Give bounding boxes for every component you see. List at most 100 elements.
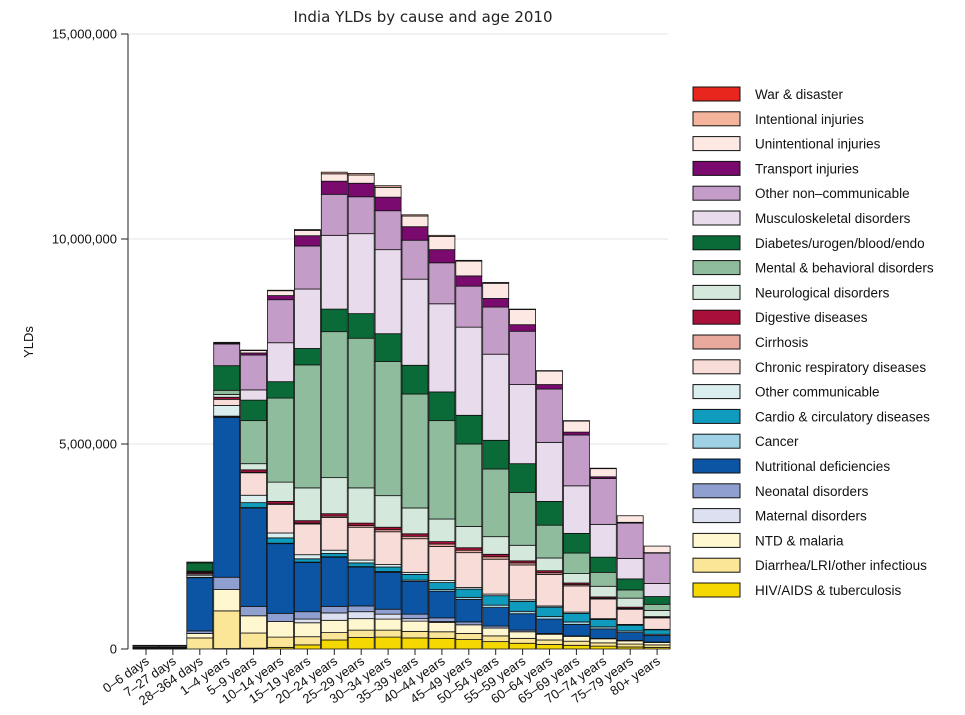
bar-segment xyxy=(374,186,402,198)
bar-segment xyxy=(428,631,456,639)
bar-segment xyxy=(643,603,671,611)
bar-segment xyxy=(563,644,590,650)
bar-segment xyxy=(374,531,402,565)
bar-segment xyxy=(509,613,537,631)
bar-segment xyxy=(267,503,294,534)
bar-segment xyxy=(482,282,510,284)
bar-segment xyxy=(293,229,321,237)
bar-segment xyxy=(293,235,321,247)
bar-segment xyxy=(293,644,321,650)
legend-label: HIV/AIDS & tuberculosis xyxy=(755,583,902,598)
legend-label: Cardio & circulatory diseases xyxy=(755,409,930,424)
bar-segment xyxy=(482,558,510,595)
bar-segment xyxy=(428,303,456,393)
bar-segment xyxy=(267,612,294,622)
legend-swatch xyxy=(692,309,741,325)
bar-segment xyxy=(509,491,537,546)
legend-label: Transport injuries xyxy=(755,161,859,176)
legend-label: Unintentional injuries xyxy=(755,137,881,152)
bar-segment xyxy=(320,173,348,182)
legend-label: Intentional injuries xyxy=(755,112,864,127)
bar-segment xyxy=(347,487,375,524)
bar-segment xyxy=(482,536,510,555)
bar-segment xyxy=(455,624,483,634)
bar-segment xyxy=(428,236,456,251)
bar-segment xyxy=(482,282,510,299)
bar-segment xyxy=(347,611,375,620)
bar-segment xyxy=(293,611,321,620)
bar-segment xyxy=(267,299,294,344)
bar-segment xyxy=(482,607,510,627)
bar-segment xyxy=(536,388,563,443)
bar-segment xyxy=(563,485,590,534)
legend-swatch xyxy=(692,557,741,573)
bar-segment xyxy=(240,605,268,617)
bar-segment xyxy=(643,545,671,554)
bar-segment xyxy=(563,640,590,646)
bar-segment xyxy=(240,463,268,471)
bar-segment xyxy=(401,637,429,650)
bar-segment xyxy=(643,617,671,630)
bar-segment xyxy=(455,275,483,287)
bar-segment xyxy=(347,562,375,567)
bar-segment xyxy=(240,420,268,465)
bar-segment xyxy=(267,295,294,301)
bar-segment xyxy=(347,566,375,607)
bar-segment xyxy=(347,526,375,561)
bar-segment xyxy=(455,259,483,262)
bar-segment xyxy=(482,595,510,606)
legend-swatch xyxy=(692,136,741,152)
bar-segment xyxy=(401,630,429,639)
legend-swatch xyxy=(692,185,741,201)
bar-segment xyxy=(374,210,402,251)
bar-segment xyxy=(643,552,671,584)
bar-segment xyxy=(320,639,348,650)
bar-segment xyxy=(374,566,402,572)
legend-label: Diabetes/urogen/blood/endo xyxy=(755,236,925,251)
bar-segment xyxy=(401,278,429,366)
bar-segment xyxy=(455,598,483,623)
bar-segment xyxy=(240,399,268,422)
bar-segment xyxy=(589,628,617,639)
bar-segment xyxy=(374,636,402,650)
bar-segment xyxy=(428,637,456,650)
bar-segment xyxy=(293,562,321,613)
bar-segment xyxy=(428,420,456,520)
bar-segment xyxy=(589,638,617,644)
bar-segment xyxy=(213,589,241,612)
bar-segment xyxy=(428,590,456,619)
bar-segment xyxy=(293,636,321,646)
bar-segment xyxy=(536,639,563,645)
legend-swatch xyxy=(692,210,741,226)
bar-segment xyxy=(374,613,402,620)
bar-segment xyxy=(563,420,590,433)
legend-label: Cirrhosis xyxy=(755,335,809,350)
bar-segment xyxy=(509,309,537,326)
bar-segment xyxy=(616,643,644,648)
bar-segment xyxy=(455,443,483,527)
bar-segment xyxy=(428,249,456,264)
bar-segment xyxy=(401,507,429,535)
bar-segment xyxy=(643,596,671,605)
bar-segment xyxy=(589,598,617,620)
bar-segment xyxy=(589,645,617,650)
bar-segment xyxy=(320,331,348,479)
bar-segment xyxy=(482,468,510,538)
legend-swatch xyxy=(692,359,741,375)
bar-segment xyxy=(643,583,671,597)
bar-segment xyxy=(428,546,456,581)
bar-segment xyxy=(401,364,429,395)
bar-segment xyxy=(240,502,268,508)
bar-segment xyxy=(293,288,321,349)
bar-segment xyxy=(347,637,375,650)
bar-segment xyxy=(240,632,268,649)
legend-label: Mental & behavioral disorders xyxy=(755,261,934,276)
bar-segment xyxy=(240,507,268,607)
bar-segment xyxy=(455,526,483,549)
legend-label: Maternal disorders xyxy=(755,509,867,524)
legend-label: Cancer xyxy=(755,434,799,449)
bar-segment xyxy=(455,260,483,277)
bar-segment xyxy=(213,341,241,344)
legend-swatch xyxy=(692,532,741,548)
bar-segment xyxy=(267,543,294,614)
